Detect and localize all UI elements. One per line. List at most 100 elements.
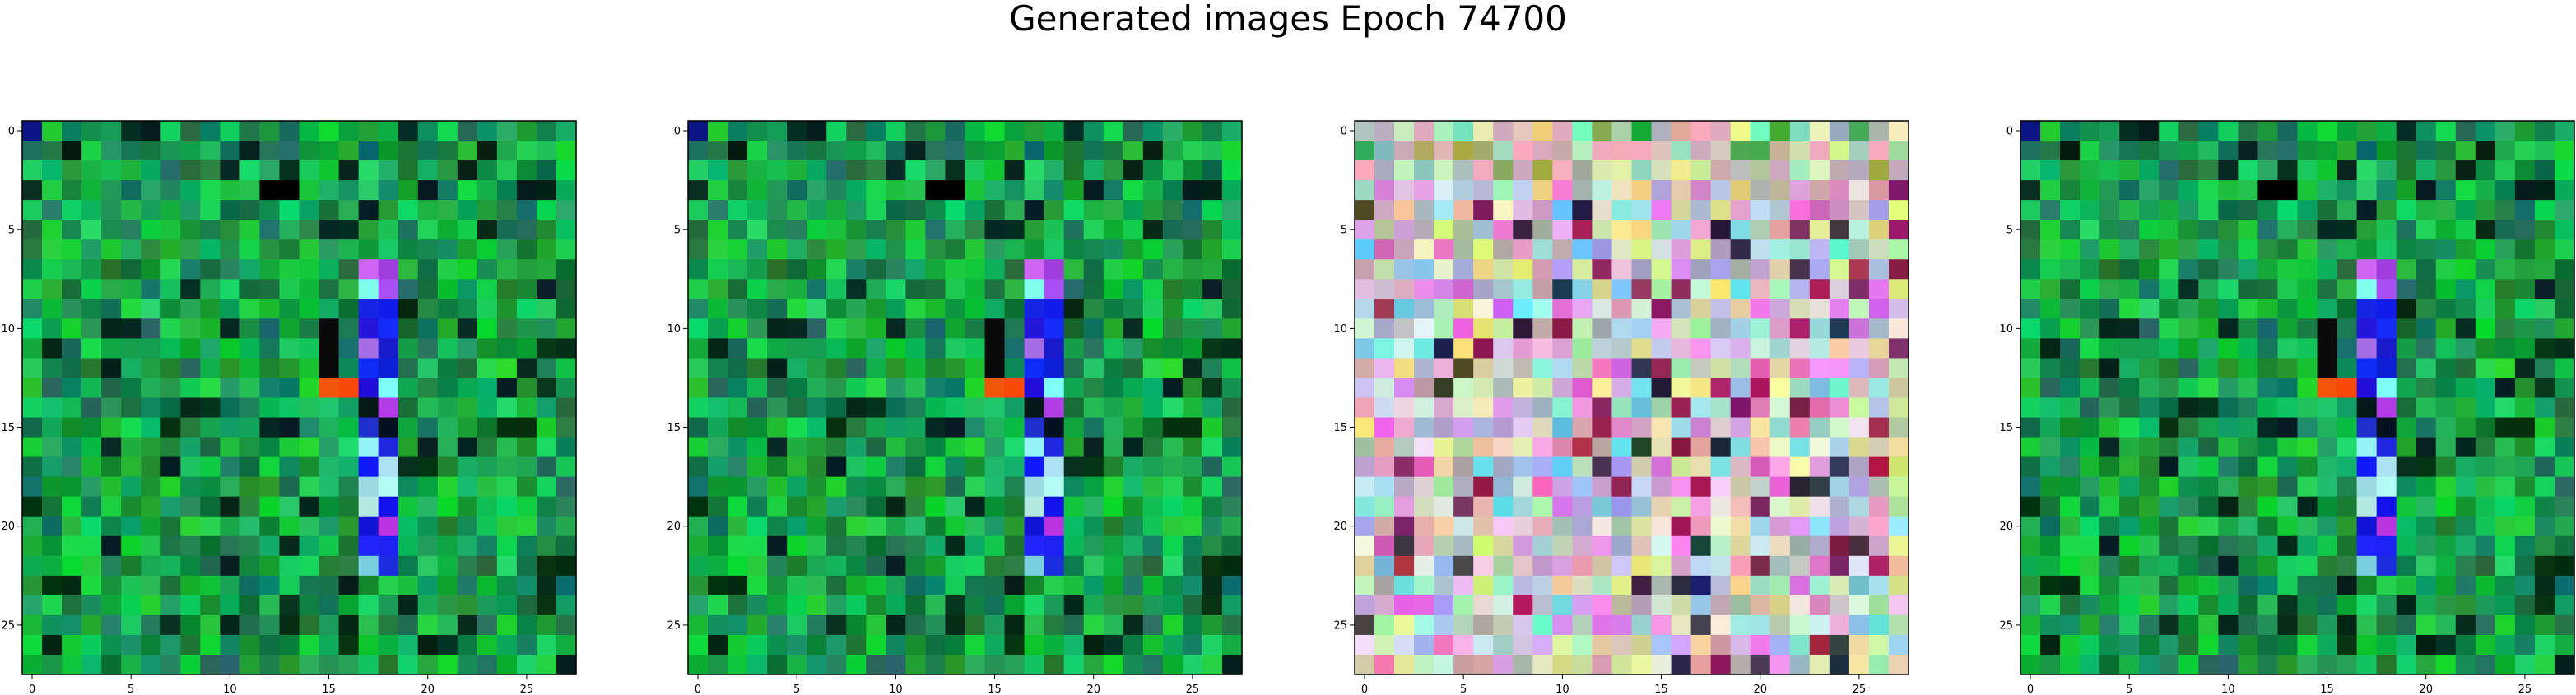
axes-frame xyxy=(21,120,577,675)
pixel-cell xyxy=(846,200,867,220)
pixel-cell xyxy=(1750,180,1771,201)
pixel-cell xyxy=(1671,200,1692,220)
pixel-cell xyxy=(2257,180,2279,201)
pixel-cell xyxy=(1123,595,1144,616)
pixel-cell xyxy=(1611,437,1633,458)
pixel-cell xyxy=(42,476,63,498)
pixel-cell xyxy=(2218,476,2239,498)
pixel-cell xyxy=(1809,318,1830,339)
pixel-cell xyxy=(1671,634,1692,656)
pixel-cell xyxy=(1789,200,1811,220)
pixel-cell xyxy=(2178,575,2199,596)
pixel-cell xyxy=(2475,476,2496,498)
pixel-cell xyxy=(200,239,221,260)
pixel-cell xyxy=(1142,654,1164,675)
pixel-cell xyxy=(2218,634,2239,656)
pixel-cell xyxy=(2119,279,2140,299)
pixel-cell xyxy=(220,555,240,577)
pixel-cell xyxy=(101,634,122,656)
pixel-cell xyxy=(536,476,557,498)
pixel-cell xyxy=(1024,397,1045,419)
pixel-cell xyxy=(1671,595,1692,616)
pixel-cell xyxy=(1374,614,1395,636)
pixel-cell xyxy=(516,634,537,656)
pixel-cell xyxy=(2337,476,2358,498)
pixel-cell xyxy=(160,220,181,240)
pixel-cell xyxy=(1651,614,1672,636)
pixel-cell xyxy=(1552,378,1573,399)
pixel-cell xyxy=(121,397,142,419)
pixel-cell xyxy=(1789,318,1811,339)
pixel-cell xyxy=(2159,141,2179,161)
pixel-cell xyxy=(1182,358,1203,379)
pixel-cell xyxy=(2337,397,2358,419)
pixel-cell xyxy=(1750,259,1771,280)
pixel-cell xyxy=(2317,259,2338,280)
pixel-cell xyxy=(925,654,946,675)
pixel-cell xyxy=(536,160,557,181)
pixel-cell xyxy=(2218,595,2239,616)
pixel-cell xyxy=(1162,299,1183,319)
pixel-cell xyxy=(2020,180,2041,201)
pixel-cell xyxy=(688,358,709,379)
pixel-cell xyxy=(846,279,867,299)
x-tick-label: 0 xyxy=(29,683,35,695)
pixel-cell xyxy=(1142,417,1164,438)
pixel-cell xyxy=(1532,614,1553,636)
pixel-cell xyxy=(2238,279,2259,299)
pixel-cell xyxy=(728,595,748,616)
pixel-cell xyxy=(1374,259,1395,280)
pixel-cell xyxy=(2376,279,2397,299)
pixel-cell xyxy=(2277,595,2299,616)
pixel-cell xyxy=(496,141,518,161)
pixel-cell xyxy=(2198,575,2219,596)
pixel-cell xyxy=(2238,496,2259,517)
pixel-cell xyxy=(1493,180,1514,201)
pixel-cell xyxy=(905,338,927,359)
pixel-cell xyxy=(1769,397,1791,419)
pixel-cell xyxy=(1552,318,1573,339)
pixel-cell xyxy=(787,614,807,636)
pixel-cell xyxy=(1730,378,1751,399)
pixel-cell xyxy=(2080,555,2100,577)
pixel-cell xyxy=(1063,180,1085,201)
pixel-cell xyxy=(299,318,320,339)
pixel-cell xyxy=(1829,476,1850,498)
pixel-cell xyxy=(2139,595,2160,616)
pixel-cell xyxy=(846,634,867,656)
pixel-cell xyxy=(2060,437,2081,458)
pixel-cell xyxy=(398,614,419,636)
pixel-cell xyxy=(1004,555,1025,577)
pixel-cell xyxy=(2554,259,2575,280)
pixel-cell xyxy=(1414,575,1434,596)
pixel-cell xyxy=(1355,220,1375,240)
pixel-cell xyxy=(200,358,221,379)
pixel-cell xyxy=(1063,555,1085,577)
pixel-cell xyxy=(2257,121,2279,141)
pixel-cell xyxy=(319,259,340,280)
pixel-cell xyxy=(62,437,82,458)
pixel-cell xyxy=(1532,200,1553,220)
pixel-cell xyxy=(1355,279,1375,299)
pixel-cell xyxy=(1182,160,1203,181)
pixel-cell xyxy=(1453,358,1474,379)
pixel-cell xyxy=(708,555,728,577)
pixel-cell xyxy=(358,121,379,141)
pixel-cell xyxy=(417,299,439,319)
pixel-cell xyxy=(1868,456,1890,478)
pixel-cell xyxy=(1552,397,1573,419)
pixel-cell xyxy=(299,634,320,656)
pixel-cell xyxy=(1493,456,1514,478)
pixel-cell xyxy=(259,555,281,577)
pixel-cell xyxy=(2534,456,2555,478)
pixel-cell xyxy=(1848,437,1870,458)
pixel-cell xyxy=(1221,121,1243,141)
pixel-cell xyxy=(1829,535,1850,557)
pixel-cell xyxy=(846,299,867,319)
pixel-cell xyxy=(905,318,927,339)
pixel-cell xyxy=(767,200,788,220)
pixel-cell xyxy=(1572,318,1593,339)
pixel-cell xyxy=(200,535,221,557)
pixel-cell xyxy=(1083,299,1104,319)
pixel-cell xyxy=(220,634,240,656)
